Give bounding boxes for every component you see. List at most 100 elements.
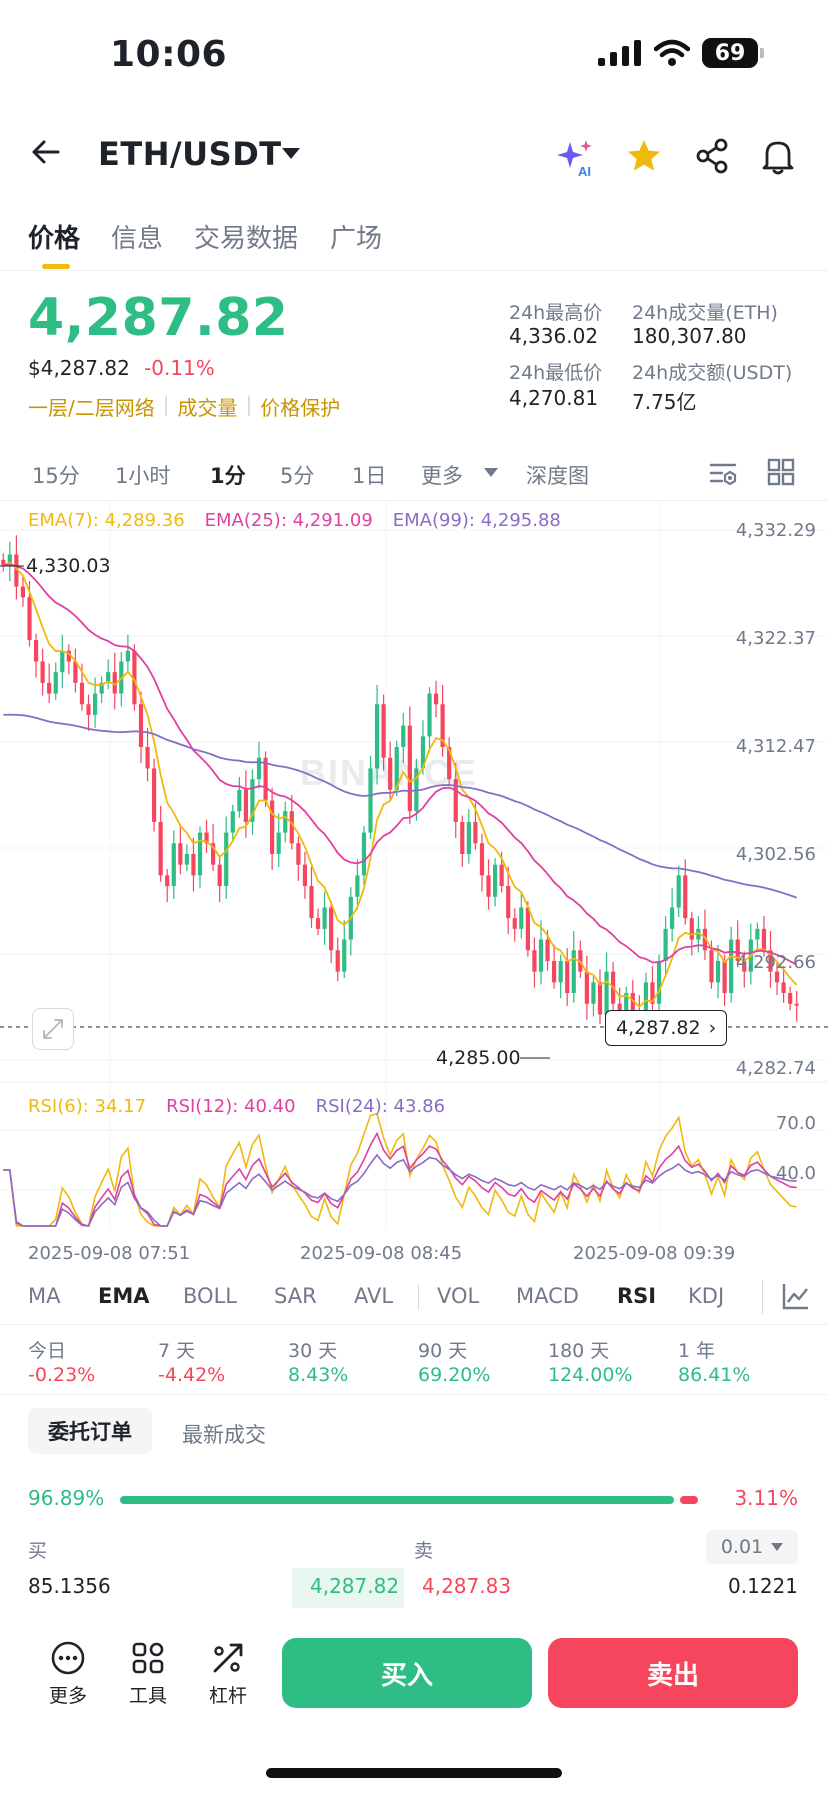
indicator-settings-icon[interactable] bbox=[780, 1280, 812, 1312]
candle-body bbox=[381, 704, 386, 758]
indicator-rsi[interactable]: RSI bbox=[617, 1284, 657, 1308]
indicator-ema[interactable]: EMA bbox=[98, 1284, 150, 1308]
candle-body bbox=[407, 725, 412, 812]
tag-price-protection[interactable]: 价格保护 bbox=[260, 396, 341, 420]
last-price: 4,287.82 bbox=[28, 288, 289, 348]
candle-body bbox=[538, 939, 544, 972]
candle-body bbox=[650, 982, 655, 1004]
expand-icon bbox=[43, 1019, 63, 1039]
fullscreen-button[interactable] bbox=[32, 1008, 74, 1050]
candle-body bbox=[696, 928, 701, 940]
chart-settings-icon[interactable] bbox=[708, 458, 738, 488]
x-tick-2: 2025-09-08 08:45 bbox=[300, 1243, 463, 1264]
candle-body bbox=[433, 693, 439, 705]
timeframe-1d[interactable]: 1日 bbox=[352, 464, 387, 488]
price-chart[interactable]: BINANCE bbox=[0, 500, 828, 1240]
more-dots-icon bbox=[51, 1641, 85, 1675]
indicator-ma[interactable]: MA bbox=[28, 1284, 61, 1308]
bottom-tools-button[interactable]: 工具 bbox=[118, 1640, 178, 1708]
tab-underline bbox=[42, 264, 70, 269]
candle-body bbox=[270, 800, 275, 854]
tab-square[interactable]: 广场 bbox=[330, 224, 383, 254]
candle-body bbox=[184, 853, 189, 865]
bottom-leverage-button[interactable]: 杠杆 bbox=[198, 1640, 258, 1708]
candle-body bbox=[597, 982, 603, 1015]
indicator-macd[interactable]: MACD bbox=[516, 1284, 579, 1308]
bid-price[interactable]: 4,287.82 bbox=[310, 1574, 400, 1598]
layout-grid-icon[interactable] bbox=[767, 458, 795, 486]
current-price-tag[interactable]: 4,287.82 › bbox=[605, 1010, 728, 1046]
candle-body bbox=[479, 843, 485, 876]
timeframe-1m[interactable]: 1分 bbox=[210, 464, 246, 488]
buy-ratio: 96.89% bbox=[28, 1486, 105, 1510]
sell-button[interactable]: 卖出 bbox=[548, 1638, 798, 1708]
share-icon[interactable] bbox=[694, 138, 730, 174]
candle-body bbox=[774, 971, 780, 983]
candle-body bbox=[73, 661, 78, 683]
candle-body bbox=[92, 693, 98, 715]
indicator-divider bbox=[0, 1324, 828, 1325]
rsi12-label: RSI(12): 40.40 bbox=[166, 1096, 296, 1117]
candle-body bbox=[289, 811, 294, 844]
candle-body bbox=[224, 832, 229, 887]
rsi12-line bbox=[3, 1131, 797, 1227]
indicator-sar[interactable]: SAR bbox=[274, 1284, 317, 1308]
ai-sparkle-icon[interactable]: AI bbox=[556, 138, 596, 178]
timeframe-1h[interactable]: 1小时 bbox=[115, 464, 171, 488]
candle-body bbox=[178, 843, 183, 865]
rsi24-line bbox=[3, 1153, 797, 1227]
candle-body bbox=[191, 853, 196, 876]
timeframe-15m[interactable]: 15分 bbox=[32, 464, 80, 488]
timeframe-more[interactable]: 更多 bbox=[421, 464, 463, 488]
performance-value: -0.23% bbox=[28, 1364, 96, 1386]
candle-body bbox=[125, 650, 130, 662]
indicator-vol[interactable]: VOL bbox=[437, 1284, 480, 1308]
ask-price[interactable]: 4,287.83 bbox=[422, 1574, 512, 1598]
performance-label: 30 天 bbox=[288, 1340, 338, 1362]
candle-body bbox=[552, 960, 557, 983]
tag-layer-network[interactable]: 一层/二层网络 bbox=[28, 396, 155, 420]
candle-body bbox=[20, 586, 26, 598]
indicator-avl[interactable]: AVL bbox=[354, 1284, 394, 1308]
bottom-more-button[interactable]: 更多 bbox=[38, 1640, 98, 1708]
leverage-icon bbox=[213, 1643, 243, 1673]
bid-quantity[interactable]: 85.1356 bbox=[28, 1574, 111, 1598]
back-arrow-icon[interactable] bbox=[30, 136, 62, 168]
candle-body bbox=[283, 811, 288, 833]
pair-dropdown-icon[interactable] bbox=[282, 148, 300, 159]
candle-body bbox=[14, 554, 19, 587]
candle-body bbox=[230, 811, 235, 833]
ask-quantity[interactable]: 0.1221 bbox=[728, 1574, 798, 1598]
buy-button[interactable]: 买入 bbox=[282, 1638, 532, 1708]
candle-body bbox=[145, 747, 150, 769]
indicator-kdj[interactable]: KDJ bbox=[688, 1284, 725, 1308]
tools-grid-icon bbox=[132, 1642, 164, 1674]
bottom-tools-label: 工具 bbox=[128, 1685, 167, 1707]
amount-24h-label: 24h成交额(USDT) bbox=[632, 362, 793, 384]
wifi-icon bbox=[654, 39, 690, 66]
tab-latest-trades[interactable]: 最新成交 bbox=[182, 1423, 266, 1447]
notification-bell-icon[interactable] bbox=[760, 138, 796, 176]
tag-separator: | bbox=[162, 392, 170, 416]
candle-body bbox=[584, 971, 589, 1004]
candle-body bbox=[656, 960, 662, 1004]
candle-body bbox=[197, 832, 203, 876]
timeframe-depth[interactable]: 深度图 bbox=[526, 464, 589, 488]
timeframe-5m[interactable]: 5分 bbox=[280, 464, 315, 488]
candle-body bbox=[709, 950, 714, 983]
precision-select[interactable]: 0.01 bbox=[706, 1530, 798, 1564]
indicator-boll[interactable]: BOLL bbox=[183, 1284, 237, 1308]
indicator-separator bbox=[418, 1284, 419, 1310]
tab-info[interactable]: 信息 bbox=[111, 224, 164, 254]
candle-body bbox=[7, 554, 12, 566]
pair-title[interactable]: ETH/USDT bbox=[98, 135, 282, 173]
svg-text:AI: AI bbox=[578, 164, 591, 178]
tab-order-book[interactable]: 委托订单 bbox=[28, 1408, 152, 1454]
more-caret-icon[interactable] bbox=[484, 468, 498, 477]
tab-price[interactable]: 价格 bbox=[28, 224, 81, 254]
high-24h-value: 4,336.02 bbox=[509, 324, 599, 348]
performance-label: 90 天 bbox=[418, 1340, 468, 1362]
favorite-star-icon[interactable] bbox=[626, 138, 662, 174]
tag-volume[interactable]: 成交量 bbox=[177, 396, 238, 420]
tab-trading-data[interactable]: 交易数据 bbox=[194, 224, 299, 254]
